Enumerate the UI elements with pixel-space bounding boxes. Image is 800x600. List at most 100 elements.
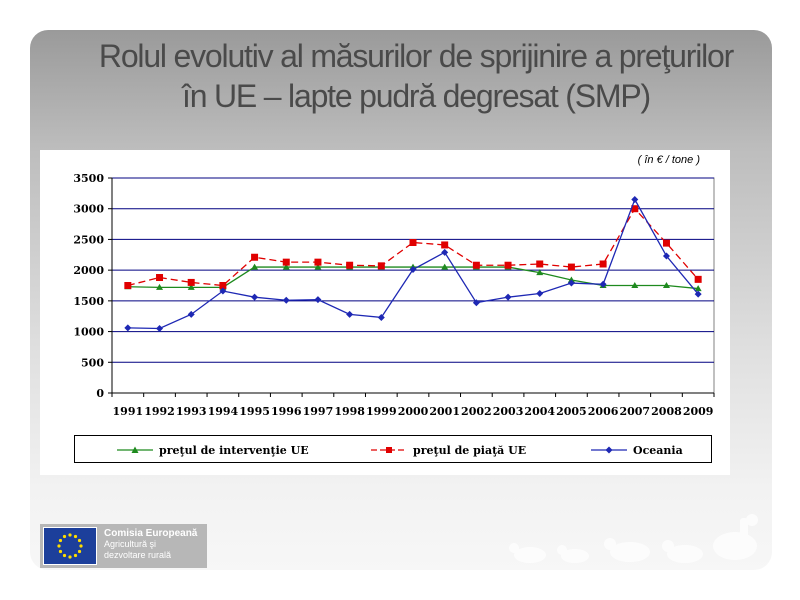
data-point-square	[599, 260, 607, 268]
data-point-diamond	[567, 279, 575, 287]
x-tick-label: 1991	[113, 405, 144, 418]
data-point-diamond	[156, 325, 164, 332]
data-point-diamond	[282, 296, 290, 304]
x-tick-label: 2008	[651, 405, 682, 418]
x-tick-label: 2007	[619, 405, 650, 418]
title-line-2: în UE – lapte pudră degresat (SMP)	[182, 78, 651, 114]
data-point-diamond	[251, 293, 259, 301]
x-tick-label: 1999	[366, 405, 397, 418]
y-tick-label: 1500	[73, 295, 104, 308]
data-point-triangle	[536, 269, 544, 276]
data-point-diamond	[631, 196, 639, 203]
data-point-triangle	[567, 276, 575, 283]
x-tick-label: 2005	[556, 405, 587, 418]
data-point-square	[662, 239, 670, 247]
data-point-triangle	[694, 285, 702, 292]
page-title: Rolul evolutiv al măsurilor de sprijinir…	[40, 36, 792, 116]
data-point-triangle	[156, 283, 164, 290]
data-point-square	[441, 241, 449, 249]
data-point-diamond	[536, 289, 544, 297]
x-tick-label: 1993	[176, 405, 207, 418]
flag-star-icon	[73, 534, 78, 539]
logo-line-2: Agricultură şi	[104, 539, 157, 549]
x-tick-label: 2000	[398, 405, 429, 418]
data-point-square	[124, 282, 132, 289]
x-tick-label: 2003	[493, 405, 524, 418]
data-point-diamond	[314, 296, 322, 304]
data-point-square	[377, 262, 385, 270]
data-point-square	[251, 253, 259, 261]
flag-star-icon	[58, 549, 63, 554]
y-tick-label: 2500	[73, 233, 104, 246]
data-point-diamond	[124, 324, 132, 332]
data-point-square	[409, 239, 417, 246]
data-point-diamond	[694, 290, 702, 298]
data-point-triangle	[187, 283, 195, 290]
data-point-diamond	[441, 248, 449, 256]
x-tick-label: 1995	[239, 405, 270, 418]
farm-animals-decoration-icon	[509, 514, 758, 563]
data-point-square	[504, 261, 512, 269]
flag-star-icon	[62, 534, 67, 539]
legend-item-market: preţul de piaţă UE	[371, 442, 526, 458]
data-point-triangle	[251, 263, 259, 270]
flag-star-icon	[57, 544, 61, 548]
x-tick-label: 2001	[429, 405, 460, 418]
data-point-square	[694, 275, 702, 283]
y-tick-label: 3500	[73, 172, 104, 185]
legend-item-intervention: preţul de intervenţie UE	[117, 442, 309, 458]
data-point-square	[472, 261, 480, 269]
x-tick-label: 2006	[588, 405, 619, 418]
data-point-square	[282, 258, 290, 266]
data-point-triangle	[282, 263, 290, 270]
flag-star-icon	[77, 538, 82, 543]
legend-swatch-intervention	[117, 446, 153, 453]
flag-star-icon	[58, 538, 63, 543]
title-line-1: Rolul evolutiv al măsurilor de sprijinir…	[98, 38, 734, 74]
x-tick-label: 2002	[461, 405, 492, 418]
logo-line-3: dezvoltare rurală	[104, 550, 172, 560]
data-point-triangle	[441, 263, 449, 270]
data-point-square	[156, 274, 164, 282]
data-point-triangle	[314, 263, 322, 270]
chart-legend: preţul de intervenţie UE preţul de piaţă…	[74, 435, 712, 463]
eu-commission-logo: Comisia Europeană Agricultură şi dezvolt…	[40, 524, 207, 568]
data-point-diamond	[219, 287, 227, 295]
legend-item-oceania: Oceania	[591, 442, 683, 458]
x-tick-label: 1997	[303, 405, 334, 418]
data-point-square	[346, 261, 354, 269]
legend-swatch-oceania	[591, 446, 627, 454]
y-tick-label: 3000	[73, 203, 104, 216]
data-point-square	[314, 258, 322, 266]
data-point-square	[567, 263, 575, 271]
legend-label-oceania: Oceania	[633, 443, 683, 457]
y-tick-label: 0	[96, 387, 104, 400]
x-tick-label: 1992	[144, 405, 175, 418]
x-tick-label: 1996	[271, 405, 302, 418]
data-point-triangle	[631, 282, 639, 288]
x-tick-label: 2009	[683, 405, 714, 418]
logo-text: Comisia Europeană Agricultură şi dezvolt…	[100, 524, 197, 568]
data-point-diamond	[472, 299, 480, 307]
x-tick-label: 1998	[334, 405, 365, 418]
data-point-diamond	[187, 310, 195, 318]
y-tick-label: 500	[81, 356, 104, 369]
legend-label-intervention: preţul de intervenţie UE	[159, 443, 309, 457]
data-point-diamond	[377, 313, 385, 321]
flag-star-icon	[62, 553, 67, 558]
data-point-diamond	[409, 266, 417, 274]
eu-flag-icon	[43, 527, 97, 565]
data-point-triangle	[662, 282, 670, 288]
flag-star-icon	[68, 555, 72, 559]
legend-swatch-market	[371, 447, 407, 453]
data-point-square	[631, 205, 639, 213]
x-tick-label: 1994	[208, 405, 239, 418]
unit-label: ( în € / tone )	[637, 154, 700, 166]
data-point-diamond	[599, 280, 607, 288]
data-point-square	[187, 278, 195, 286]
data-point-diamond	[504, 293, 512, 301]
data-point-square	[536, 260, 544, 268]
logo-line-1: Comisia Europeană	[104, 528, 198, 539]
legend-label-market: preţul de piaţă UE	[413, 443, 527, 457]
flag-star-icon	[79, 544, 83, 548]
